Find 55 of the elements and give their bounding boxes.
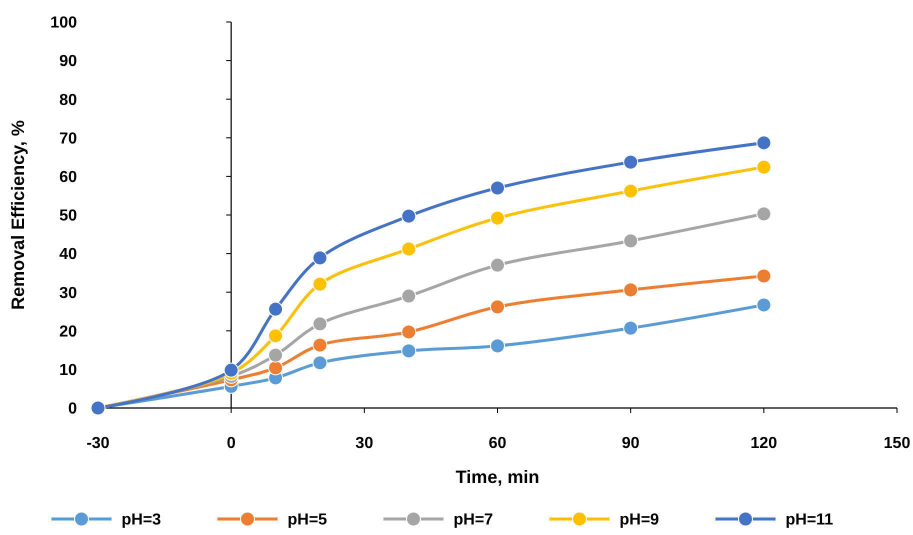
y-tick-label: 70	[59, 130, 78, 148]
point	[756, 268, 772, 284]
y-tick-label: 20	[59, 323, 78, 340]
point	[490, 338, 505, 354]
y-tick-label: 30	[59, 284, 78, 302]
point	[490, 180, 505, 196]
y-tick-label: 60	[59, 169, 78, 186]
point	[490, 299, 505, 314]
point	[312, 316, 328, 332]
legend-label: pH=11	[786, 512, 834, 529]
point	[268, 328, 284, 344]
point	[623, 282, 638, 298]
point	[401, 324, 416, 340]
point	[623, 184, 638, 199]
point	[490, 258, 505, 273]
y-tick-label: 0	[68, 400, 78, 418]
point	[312, 276, 328, 292]
x-tick-label: 90	[622, 435, 640, 452]
point	[401, 343, 416, 358]
point	[268, 360, 284, 376]
point	[756, 135, 772, 150]
point	[224, 362, 239, 378]
x-tick-label: 120	[750, 435, 778, 452]
point	[268, 302, 284, 317]
point	[623, 154, 638, 170]
x-axis-title: Time, min	[456, 467, 540, 487]
legend-label: pH=3	[122, 512, 162, 529]
y-tick-label: 90	[59, 53, 78, 70]
point	[401, 288, 416, 304]
legend-label: pH=7	[454, 512, 494, 529]
y-tick-label: 80	[59, 92, 78, 109]
point	[756, 206, 772, 222]
point	[401, 241, 416, 256]
x-tick-label: 30	[355, 435, 374, 452]
point	[401, 208, 416, 224]
point	[312, 355, 328, 370]
point	[312, 250, 328, 266]
x-tick-label: 0	[226, 435, 236, 452]
x-tick-label: 150	[884, 435, 910, 452]
y-tick-label: 40	[59, 246, 78, 264]
x-tick-label: 60	[488, 435, 506, 452]
y-tick-label: 50	[59, 208, 78, 225]
point	[756, 160, 772, 175]
point	[268, 348, 284, 363]
y-tick-label: 100	[50, 14, 78, 32]
point	[312, 338, 328, 353]
legend-label: pH=5	[288, 512, 328, 529]
point	[623, 320, 638, 336]
point	[490, 210, 505, 226]
legend-label: pH=9	[620, 512, 660, 529]
x-tick-label: -30	[86, 435, 110, 452]
point	[756, 297, 772, 312]
point	[623, 233, 638, 248]
y-tick-label: 10	[59, 362, 78, 379]
y-axis-title: Removal Efficiency, %	[8, 120, 28, 310]
